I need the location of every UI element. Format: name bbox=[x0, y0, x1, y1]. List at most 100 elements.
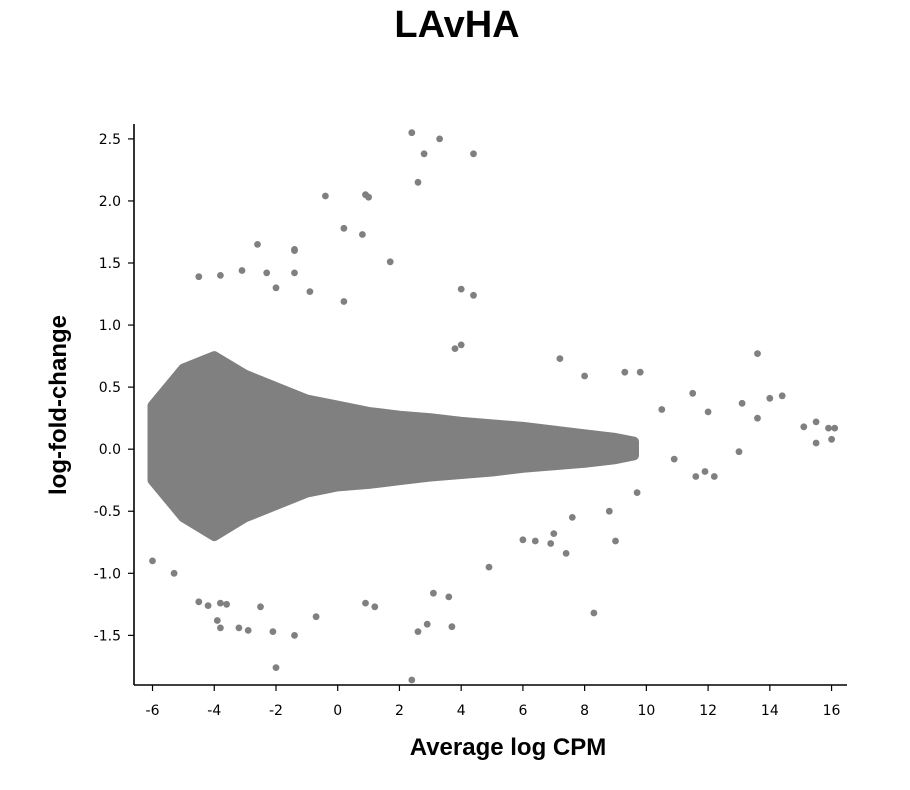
data-point bbox=[701, 468, 709, 475]
x-tick-label: 6 bbox=[518, 703, 527, 719]
data-point bbox=[445, 593, 453, 601]
data-point bbox=[754, 350, 761, 357]
data-point bbox=[704, 408, 712, 416]
data-point bbox=[408, 129, 416, 137]
data-point bbox=[605, 507, 613, 515]
data-point bbox=[636, 368, 644, 376]
data-point bbox=[710, 473, 718, 480]
data-point bbox=[306, 288, 314, 295]
data-point bbox=[812, 439, 820, 447]
data-point bbox=[436, 135, 443, 143]
data-point bbox=[562, 550, 570, 557]
data-point bbox=[658, 406, 666, 413]
data-points bbox=[149, 129, 839, 684]
data-point bbox=[217, 624, 224, 632]
data-point bbox=[414, 178, 422, 186]
data-point bbox=[430, 589, 437, 597]
data-point bbox=[825, 424, 832, 432]
data-point bbox=[735, 448, 743, 456]
y-tick-label: -0.5 bbox=[94, 504, 121, 520]
data-point bbox=[195, 598, 203, 606]
data-point bbox=[204, 602, 212, 609]
x-tick-label: -4 bbox=[207, 703, 221, 719]
x-tick-label: -2 bbox=[269, 703, 283, 719]
data-point bbox=[263, 269, 271, 277]
data-point bbox=[519, 536, 527, 544]
data-point bbox=[766, 394, 774, 402]
x-tick-label: 16 bbox=[823, 703, 841, 719]
data-point bbox=[670, 455, 678, 463]
data-point bbox=[365, 193, 372, 201]
data-point bbox=[238, 267, 246, 274]
data-point bbox=[451, 345, 459, 352]
x-axis-label: Average log CPM bbox=[409, 734, 607, 761]
data-point bbox=[272, 284, 280, 292]
data-point bbox=[590, 609, 598, 617]
data-point bbox=[223, 600, 231, 608]
x-tick-label: 8 bbox=[580, 703, 589, 719]
data-point bbox=[291, 269, 298, 277]
data-point bbox=[448, 623, 456, 631]
data-point bbox=[420, 150, 428, 158]
data-point bbox=[217, 599, 224, 607]
y-tick-label: 2.5 bbox=[99, 132, 121, 148]
data-point bbox=[340, 224, 348, 232]
data-point bbox=[322, 192, 329, 200]
x-tick-label: 12 bbox=[699, 703, 717, 719]
data-point bbox=[621, 368, 629, 376]
data-point bbox=[213, 617, 221, 624]
data-point bbox=[470, 291, 477, 299]
data-point bbox=[457, 341, 465, 349]
y-tick-label: 1.0 bbox=[99, 318, 121, 334]
data-point bbox=[312, 613, 320, 621]
data-point bbox=[531, 537, 539, 545]
data-point bbox=[828, 435, 835, 443]
data-point bbox=[581, 372, 588, 380]
data-point bbox=[359, 231, 366, 238]
data-point bbox=[457, 285, 465, 293]
data-point bbox=[235, 624, 243, 632]
data-point bbox=[414, 628, 422, 635]
data-point bbox=[244, 627, 252, 634]
data-point bbox=[371, 603, 379, 611]
chart-title: LAvHA bbox=[394, 4, 520, 46]
data-point bbox=[556, 355, 564, 362]
data-point bbox=[485, 563, 493, 571]
data-point bbox=[547, 540, 555, 547]
y-tick-label: -1.5 bbox=[94, 628, 121, 644]
data-point bbox=[291, 632, 298, 639]
data-point bbox=[778, 392, 786, 400]
y-tick-label: 0.0 bbox=[99, 442, 121, 458]
data-point bbox=[812, 418, 820, 426]
data-point bbox=[257, 603, 264, 611]
data-point bbox=[738, 399, 746, 407]
data-point bbox=[272, 664, 280, 671]
data-point bbox=[692, 473, 700, 480]
data-point bbox=[170, 569, 178, 577]
dense-point-cloud bbox=[147, 351, 639, 542]
data-point bbox=[362, 599, 369, 607]
data-point bbox=[386, 258, 394, 266]
data-point bbox=[269, 628, 277, 635]
data-point bbox=[254, 241, 261, 248]
y-tick-label: 1.5 bbox=[99, 256, 121, 272]
axes: -6 -4 -2 0 2 4 6 8 10 12 14 16 -1.5 -1.0 -0.5 0.0 0.5 1.0… bbox=[94, 124, 847, 719]
data-point bbox=[340, 298, 348, 305]
data-point bbox=[800, 423, 808, 431]
data-point bbox=[689, 389, 697, 397]
y-tick-label: 0.5 bbox=[99, 380, 121, 396]
data-point bbox=[423, 620, 431, 628]
y-tick-label: 2.0 bbox=[99, 194, 121, 210]
data-point bbox=[831, 424, 839, 432]
x-tick-label: 4 bbox=[457, 703, 466, 719]
data-point bbox=[612, 537, 619, 545]
data-point bbox=[550, 530, 558, 537]
data-point bbox=[568, 514, 576, 521]
x-tick-label: 2 bbox=[395, 703, 404, 719]
data-point bbox=[754, 414, 761, 422]
dense-cloud-area bbox=[147, 351, 639, 542]
y-tick-label: -1.0 bbox=[94, 566, 121, 582]
data-point bbox=[195, 273, 203, 281]
x-tick-label: 10 bbox=[637, 703, 655, 719]
